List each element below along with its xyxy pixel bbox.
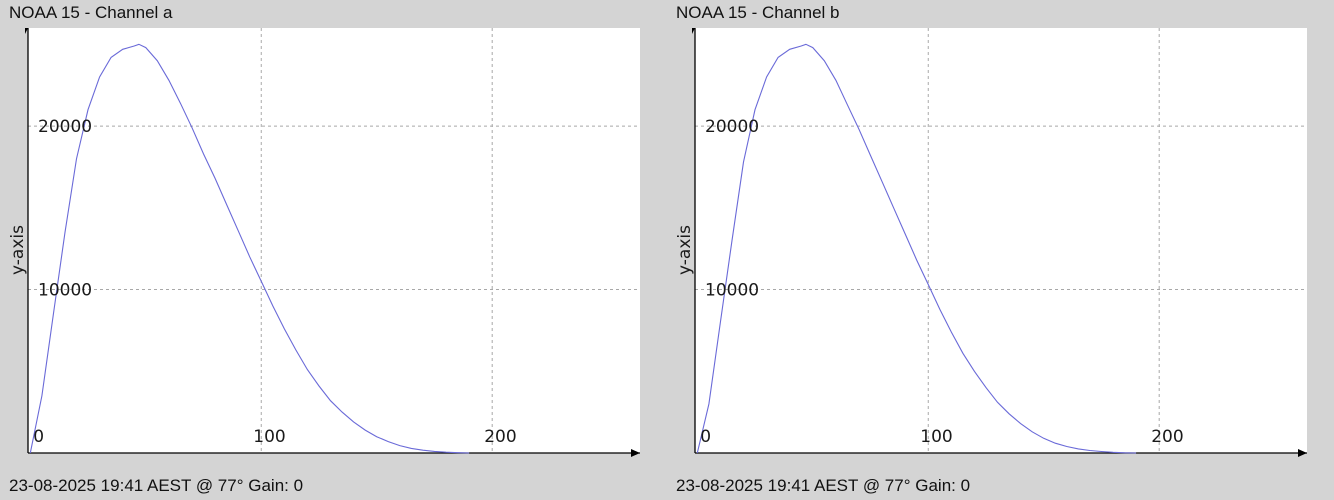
x-axis-arrow (631, 449, 640, 457)
y-axis-arrow (692, 28, 695, 34)
chart-panel-channel-a: 0 100 200 10000 20000 y-axis NOAA 15 - Channe… (0, 0, 660, 500)
y-axis-label: y-axis (675, 225, 695, 275)
chart-title: NOAA 15 - Channel a (9, 3, 173, 22)
plot-area (695, 28, 1307, 453)
x-tick-label: 200 (1151, 427, 1183, 447)
x-tick-label: 0 (33, 427, 44, 447)
series-line (696, 43, 1137, 454)
y-tick-label: 20000 (38, 117, 92, 137)
x-tick-label: 100 (920, 427, 952, 447)
y-axis-label: y-axis (8, 225, 28, 275)
chart-svg-channel-a: 0 100 200 10000 20000 y-axis (8, 28, 640, 457)
y-tick-label: 10000 (705, 281, 759, 301)
plot-area (28, 28, 640, 453)
chart-title: NOAA 15 - Channel b (676, 3, 840, 22)
chart-footer-status: 23-08-2025 19:41 AEST @ 77° Gain: 0 (9, 476, 304, 495)
chart-footer-status: 23-08-2025 19:41 AEST @ 77° Gain: 0 (676, 476, 971, 495)
x-tick-label: 200 (484, 427, 516, 447)
x-axis-arrow (1298, 449, 1307, 457)
y-axis-arrow (25, 28, 28, 34)
y-tick-label: 10000 (38, 281, 92, 301)
series-line (29, 43, 470, 454)
x-tick-label: 0 (700, 427, 711, 447)
x-tick-label: 100 (253, 427, 285, 447)
chart-panel-channel-b: 0 100 200 10000 20000 y-axis NOAA 15 - Channe… (667, 0, 1327, 500)
chart-svg-channel-b: 0 100 200 10000 20000 y-axis (675, 28, 1307, 457)
y-tick-label: 20000 (705, 117, 759, 137)
